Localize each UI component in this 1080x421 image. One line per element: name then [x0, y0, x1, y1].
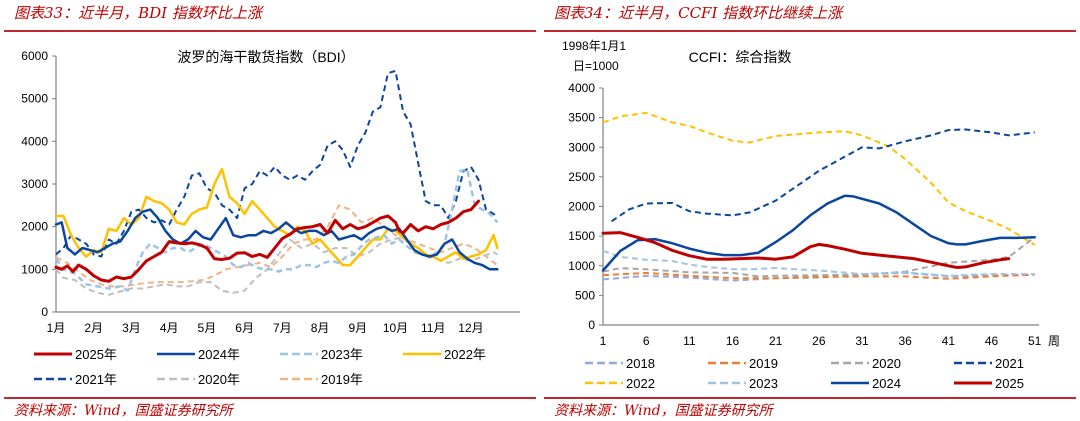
x-tick-label: 5月 [198, 321, 217, 335]
y-tick-label: 3000 [568, 140, 595, 154]
x-tick-label: 26 [812, 334, 826, 348]
legend-label: 2024年 [198, 347, 240, 362]
top-divider [4, 30, 536, 32]
bdi-panel: 图表33：近半月，BDI 指数环比上涨 0 1000 2000 3000 4000 500… [4, 4, 536, 419]
y-tick-label: 0 [41, 305, 48, 319]
x-tick-label: 11月 [421, 321, 445, 335]
series-line-2025 [601, 231, 1011, 269]
legend-label: 2023 [749, 376, 778, 391]
y-tick-label: 2000 [568, 200, 595, 214]
ccfi-figure-title: 图表34：近半月，CCFI 指数环比继续上涨 [554, 4, 843, 22]
y-tick-label: 2000 [21, 220, 48, 234]
x-tick-label: 6月 [235, 321, 254, 335]
series-line-2024 [54, 208, 499, 271]
legend-label: 2021 [995, 356, 1024, 371]
y-tick-label: 6000 [21, 49, 48, 63]
x-tick-label: 4月 [160, 321, 179, 335]
y-tick-label: 500 [575, 288, 595, 302]
x-tick-label: 2月 [84, 321, 103, 335]
series-line-2022 [54, 167, 499, 267]
series-line-2023 [602, 249, 1035, 277]
series-line-2020 [602, 236, 1036, 278]
series-line-2024 [601, 194, 1036, 272]
x-tick-label: 11 [683, 334, 696, 348]
bdi-chart: 0 1000 2000 3000 4000 5000 6000 1月 2月 3月 4月 5月 6月 7月 8… [21, 49, 520, 387]
ccfi-source: 资料来源：Wind，国盛证券研究所 [554, 403, 773, 419]
x-tick-label: 10月 [383, 321, 408, 335]
legend-label: 2020 [872, 356, 901, 371]
legend-label: 2019 [749, 356, 778, 371]
y-tick-label: 1000 [21, 262, 48, 276]
legend-label: 2019年 [321, 372, 363, 387]
x-tick-label: 1 [600, 334, 607, 348]
series-line-2025 [54, 199, 480, 283]
x-tick-label: 3月 [122, 321, 141, 335]
top-divider [544, 30, 1076, 32]
bottom-divider [4, 397, 536, 399]
y-tick-label: 3500 [568, 111, 595, 125]
series-line-2022 [602, 111, 1036, 246]
y-tick-label: 1000 [568, 259, 595, 273]
x-tick-label: 8月 [311, 321, 330, 335]
legend-label: 2022 [626, 376, 655, 391]
y-unit-label-line2: 日=1000 [573, 59, 619, 73]
x-tick-label: 21 [769, 334, 783, 348]
series-line-2019 [55, 204, 499, 288]
bottom-divider [544, 397, 1076, 399]
y-tick-label: 5000 [21, 92, 48, 106]
chart-title: 波罗的海干散货指数（BDI） [177, 49, 354, 65]
ccfi-panel: 图表34：近半月，CCFI 指数环比继续上涨 0 500 1000 1500 2000 2… [540, 0, 1080, 421]
x-tick-label: 36 [898, 334, 912, 348]
x-tick-label: 16 [726, 334, 740, 348]
chart-title: CCFI：综合指数 [689, 49, 792, 65]
series-line-2019 [602, 271, 1035, 280]
x-tick-label: 51 [1028, 334, 1042, 348]
x-unit-label: 周 [1048, 334, 1060, 348]
x-tick-label: 41 [942, 334, 956, 348]
legend-label: 2025 [995, 376, 1024, 391]
x-tick-label: 7月 [273, 321, 292, 335]
bdi-figure-title: 图表33：近半月，BDI 指数环比上涨 [14, 4, 262, 22]
legend-label: 2022年 [444, 347, 486, 362]
y-tick-label: 4000 [568, 81, 595, 95]
legend-label: 2024 [872, 376, 901, 391]
legend-label: 2025年 [75, 347, 117, 362]
y-unit-label-line1: 1998年1月1 [562, 39, 626, 53]
series-line-2021 [611, 128, 1035, 223]
x-tick-label: 31 [855, 334, 869, 348]
x-tick-label: 1月 [47, 321, 66, 335]
x-tick-label: 9月 [348, 321, 367, 335]
x-tick-label: 6 [643, 334, 650, 348]
y-tick-label: 2500 [568, 170, 595, 184]
y-tick-label: 1500 [568, 229, 595, 243]
legend-label: 2018 [626, 356, 655, 371]
legend-label: 2020年 [198, 372, 240, 387]
y-tick-label: 3000 [21, 177, 48, 191]
x-tick-label: 46 [985, 334, 999, 348]
x-tick-label: 12月 [458, 321, 483, 335]
y-tick-label: 0 [588, 318, 595, 332]
y-tick-label: 4000 [21, 134, 48, 148]
legend-label: 2023年 [321, 347, 363, 362]
series-line-2021 [55, 69, 499, 258]
bdi-source: 资料来源：Wind，国盛证券研究所 [14, 403, 233, 419]
legend-label: 2021年 [75, 372, 117, 387]
